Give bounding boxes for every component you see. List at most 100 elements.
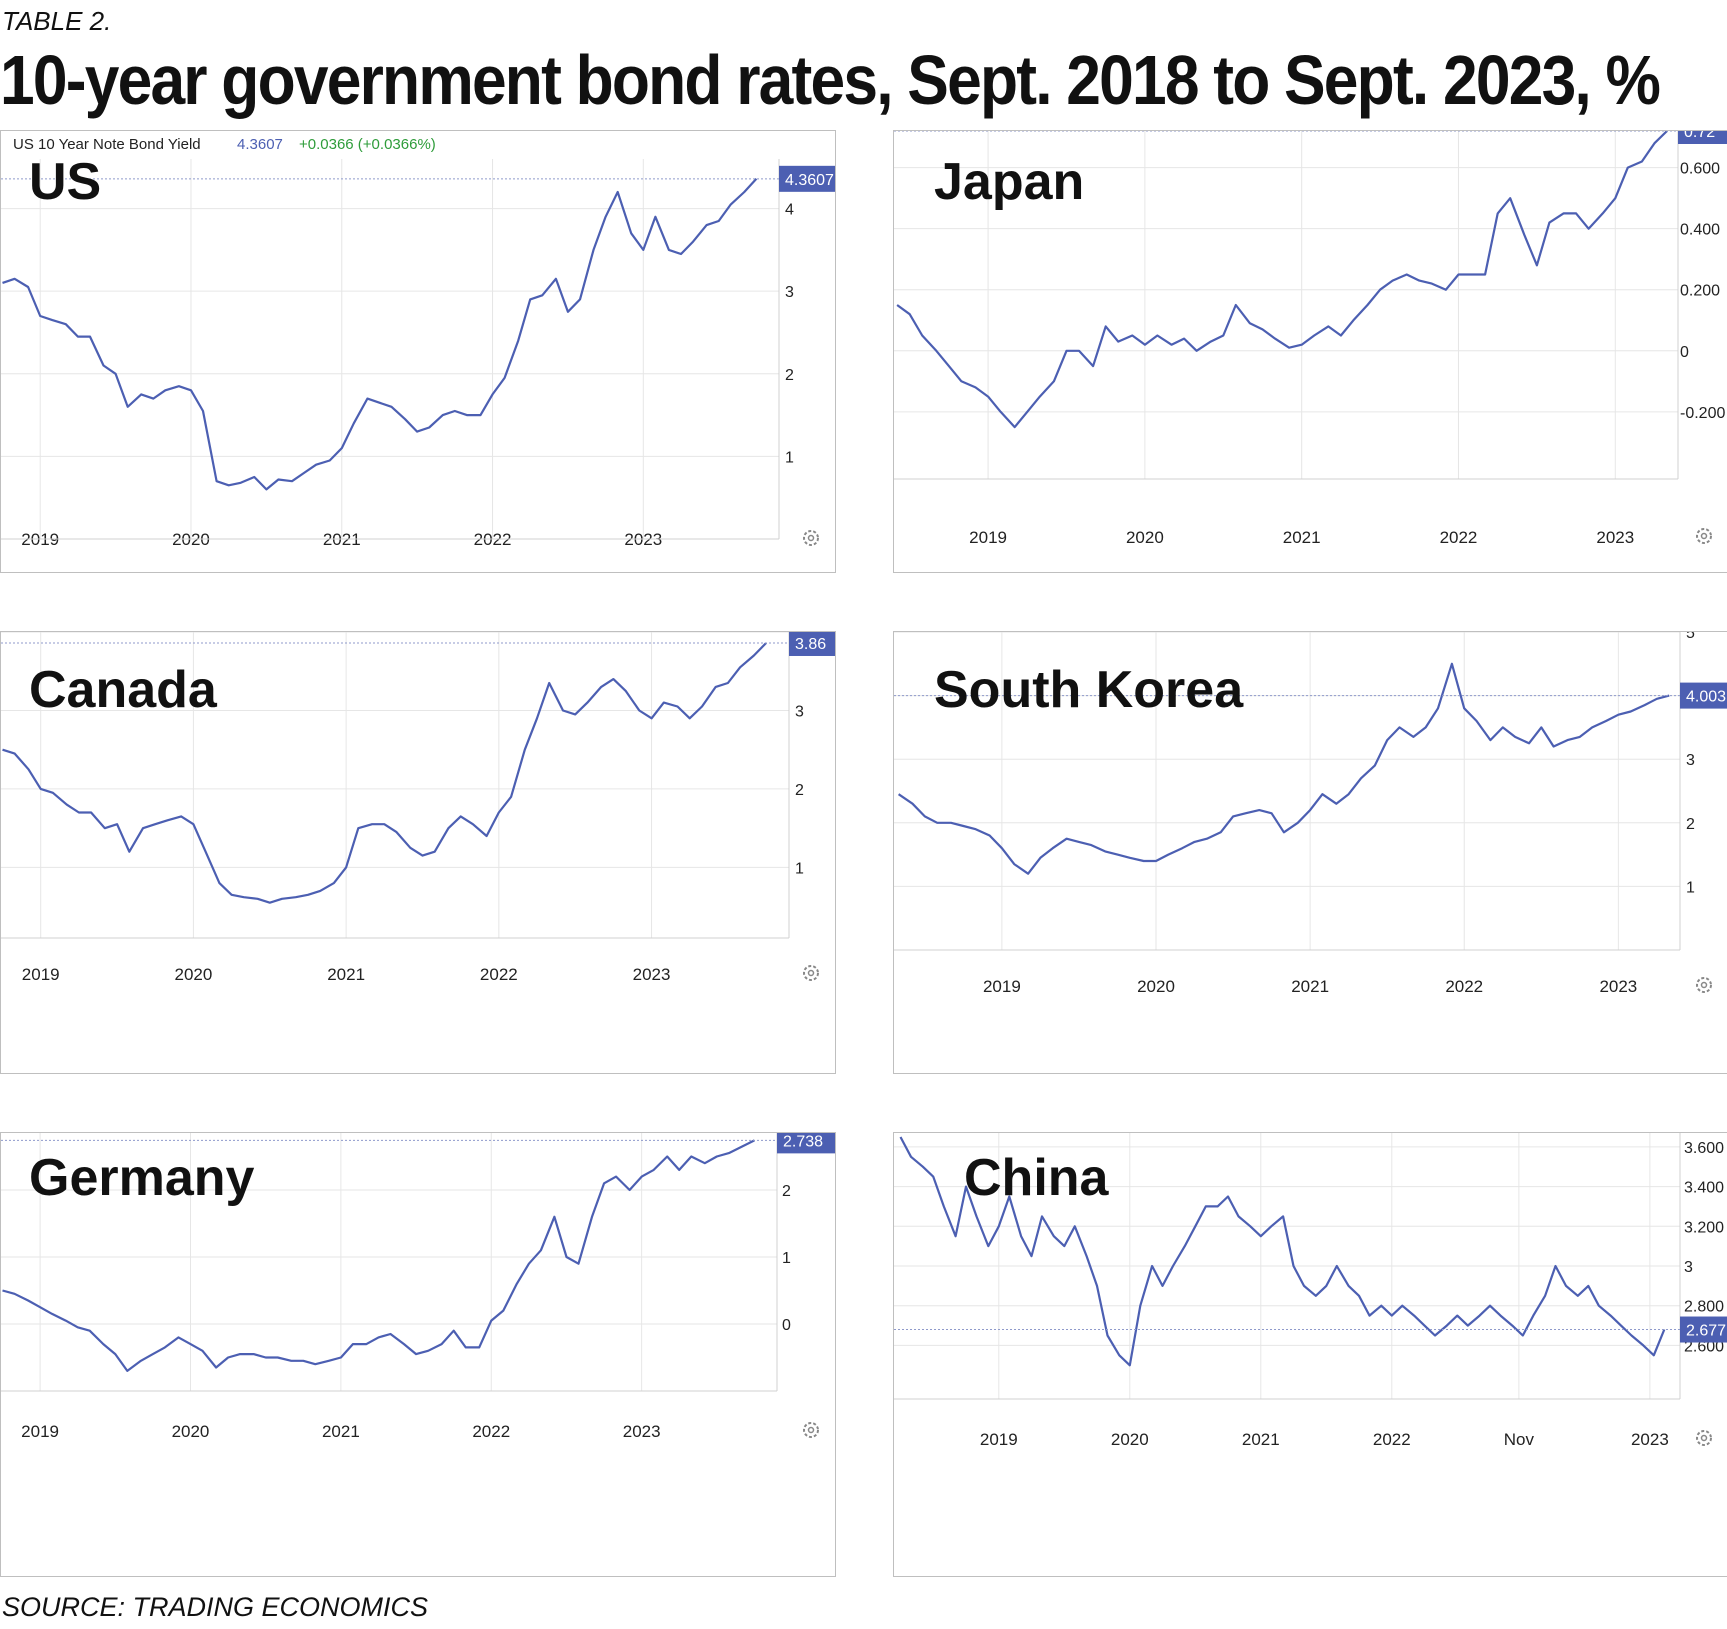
y-tick-label: 3 bbox=[1684, 1259, 1693, 1276]
settings-gear-icon bbox=[1696, 528, 1712, 544]
settings-gear-icon-center bbox=[1700, 1434, 1708, 1442]
last-value-badge-label: 4.003 bbox=[1686, 689, 1726, 706]
x-tick-label: 2023 bbox=[1596, 528, 1634, 547]
chart-panel-us: 1 2 3 4 2019 2020 2021 2022 2023 4.3607 US 10 Year… bbox=[0, 130, 836, 573]
last-value-badge bbox=[1678, 131, 1727, 144]
country-label: Japan bbox=[934, 153, 1084, 211]
chart-header-name: US 10 Year Note Bond Yield bbox=[13, 136, 201, 153]
x-tick-label: 2023 bbox=[623, 1422, 661, 1441]
country-label: Canada bbox=[29, 661, 218, 719]
x-tick-label: 2019 bbox=[969, 528, 1007, 547]
chart-header-change: +0.0366 (+0.0366%) bbox=[299, 136, 436, 153]
country-label: Germany bbox=[29, 1149, 255, 1207]
last-value-badge-label: 2.677 bbox=[1686, 1323, 1726, 1340]
y-tick-label: 2.600 bbox=[1684, 1338, 1724, 1355]
x-tick-label: 2019 bbox=[983, 977, 1021, 996]
chart-svg: -0.200 0 0.200 0.400 0.600 2019 2020 2021 2022 20… bbox=[894, 131, 1727, 547]
settings-gear-icon-center bbox=[807, 1426, 815, 1434]
x-tick-label: 2020 bbox=[1126, 528, 1164, 547]
chart-panel-china: 2.600 2.800 3 3.200 3.400 3.600 2019 2020 2021 20… bbox=[893, 1132, 1727, 1577]
last-value-badge bbox=[1680, 1316, 1727, 1343]
y-tick-label: 2 bbox=[785, 367, 794, 384]
x-tick-label: 2021 bbox=[1242, 1430, 1280, 1449]
series-line bbox=[2, 178, 758, 491]
settings-gear-icon-center bbox=[807, 969, 815, 977]
last-value-badge bbox=[779, 165, 835, 192]
last-value-badge bbox=[1680, 682, 1727, 709]
x-tick-label: 2021 bbox=[1291, 977, 1329, 996]
series-line bbox=[2, 642, 767, 904]
y-tick-label: 3.400 bbox=[1684, 1180, 1724, 1197]
table-label: TABLE 2. bbox=[2, 6, 112, 36]
country-label: China bbox=[964, 1149, 1110, 1207]
page-title: 10-year government bond rates, Sept. 201… bbox=[0, 41, 1661, 119]
chart-svg: 0 1 2 2019 2020 2021 2022 2023 2.738 Germany bbox=[1, 1133, 835, 1441]
x-tick-label: 2023 bbox=[1599, 977, 1637, 996]
settings-gear-icon bbox=[1696, 977, 1712, 993]
x-tick-label: 2021 bbox=[322, 1422, 360, 1441]
x-tick-label: 2021 bbox=[327, 965, 365, 984]
x-tick-label: 2022 bbox=[480, 965, 518, 984]
chart-panel-germany: 0 1 2 2019 2020 2021 2022 2023 2.738 Germany bbox=[0, 1132, 836, 1577]
x-tick-label: Nov bbox=[1504, 1430, 1535, 1449]
y-tick-label: 0 bbox=[782, 1317, 791, 1334]
y-tick-label: 2 bbox=[1686, 816, 1695, 833]
series-line bbox=[899, 1136, 1666, 1367]
y-tick-label: 2.800 bbox=[1684, 1299, 1724, 1316]
y-tick-label: 0.600 bbox=[1680, 161, 1720, 178]
settings-gear-icon-center bbox=[1700, 532, 1708, 540]
country-label: US bbox=[29, 153, 101, 211]
settings-gear-icon bbox=[1696, 1430, 1712, 1446]
country-label: South Korea bbox=[934, 661, 1244, 719]
settings-gear-icon-center bbox=[807, 534, 815, 542]
y-tick-label: 0.400 bbox=[1680, 222, 1720, 239]
last-value-badge-label: 4.3607 bbox=[785, 172, 834, 189]
x-tick-label: 2022 bbox=[1445, 977, 1483, 996]
y-tick-label: 3 bbox=[795, 703, 804, 720]
x-tick-label: 2023 bbox=[633, 965, 671, 984]
y-tick-label: 5 bbox=[1686, 632, 1695, 642]
x-tick-label: 2020 bbox=[1111, 1430, 1149, 1449]
x-tick-label: 2021 bbox=[1283, 528, 1321, 547]
x-tick-label: 2022 bbox=[1373, 1430, 1411, 1449]
settings-gear-icon bbox=[803, 1422, 819, 1438]
y-tick-label: 2 bbox=[782, 1183, 791, 1200]
settings-gear-icon bbox=[803, 965, 819, 981]
x-tick-label: 2019 bbox=[21, 1422, 59, 1441]
chart-svg: 2.600 2.800 3 3.200 3.400 3.600 2019 2020 2021 20… bbox=[894, 1133, 1727, 1449]
y-tick-label: 2 bbox=[795, 782, 804, 799]
source-note: SOURCE: TRADING ECONOMICS bbox=[2, 1592, 429, 1622]
y-tick-label: 0.200 bbox=[1680, 283, 1720, 300]
x-tick-label: 2023 bbox=[1631, 1430, 1669, 1449]
chart-panel-japan: -0.200 0 0.200 0.400 0.600 2019 2020 2021 2022 20… bbox=[893, 130, 1727, 573]
last-value-badge bbox=[789, 632, 835, 656]
settings-gear-icon bbox=[803, 530, 819, 546]
x-tick-label: 2020 bbox=[1137, 977, 1175, 996]
settings-gear-icon-center bbox=[1700, 981, 1708, 989]
y-tick-label: 3.200 bbox=[1684, 1219, 1724, 1236]
x-tick-label: 2020 bbox=[172, 1422, 210, 1441]
y-tick-label: 4 bbox=[785, 202, 794, 219]
x-tick-label: 2022 bbox=[472, 1422, 510, 1441]
y-tick-label: 3.600 bbox=[1684, 1140, 1724, 1157]
y-tick-label: 0 bbox=[1680, 344, 1689, 361]
last-value-badge-label: 0.72 bbox=[1684, 131, 1715, 141]
x-tick-label: 2022 bbox=[1440, 528, 1478, 547]
y-tick-label: 3 bbox=[785, 284, 794, 301]
series-line bbox=[896, 131, 1668, 429]
y-tick-label: 3 bbox=[1686, 752, 1695, 769]
y-tick-label: 1 bbox=[1686, 879, 1695, 896]
y-tick-label: 1 bbox=[795, 860, 804, 877]
series-line bbox=[2, 1139, 755, 1372]
x-tick-label: 2019 bbox=[22, 965, 60, 984]
x-tick-label: 2020 bbox=[175, 965, 213, 984]
chart-header-value: 4.3607 bbox=[237, 136, 283, 153]
last-value-badge-label: 2.738 bbox=[783, 1133, 823, 1150]
last-value-badge-label: 3.86 bbox=[795, 636, 826, 653]
y-tick-label: -0.200 bbox=[1680, 405, 1725, 422]
